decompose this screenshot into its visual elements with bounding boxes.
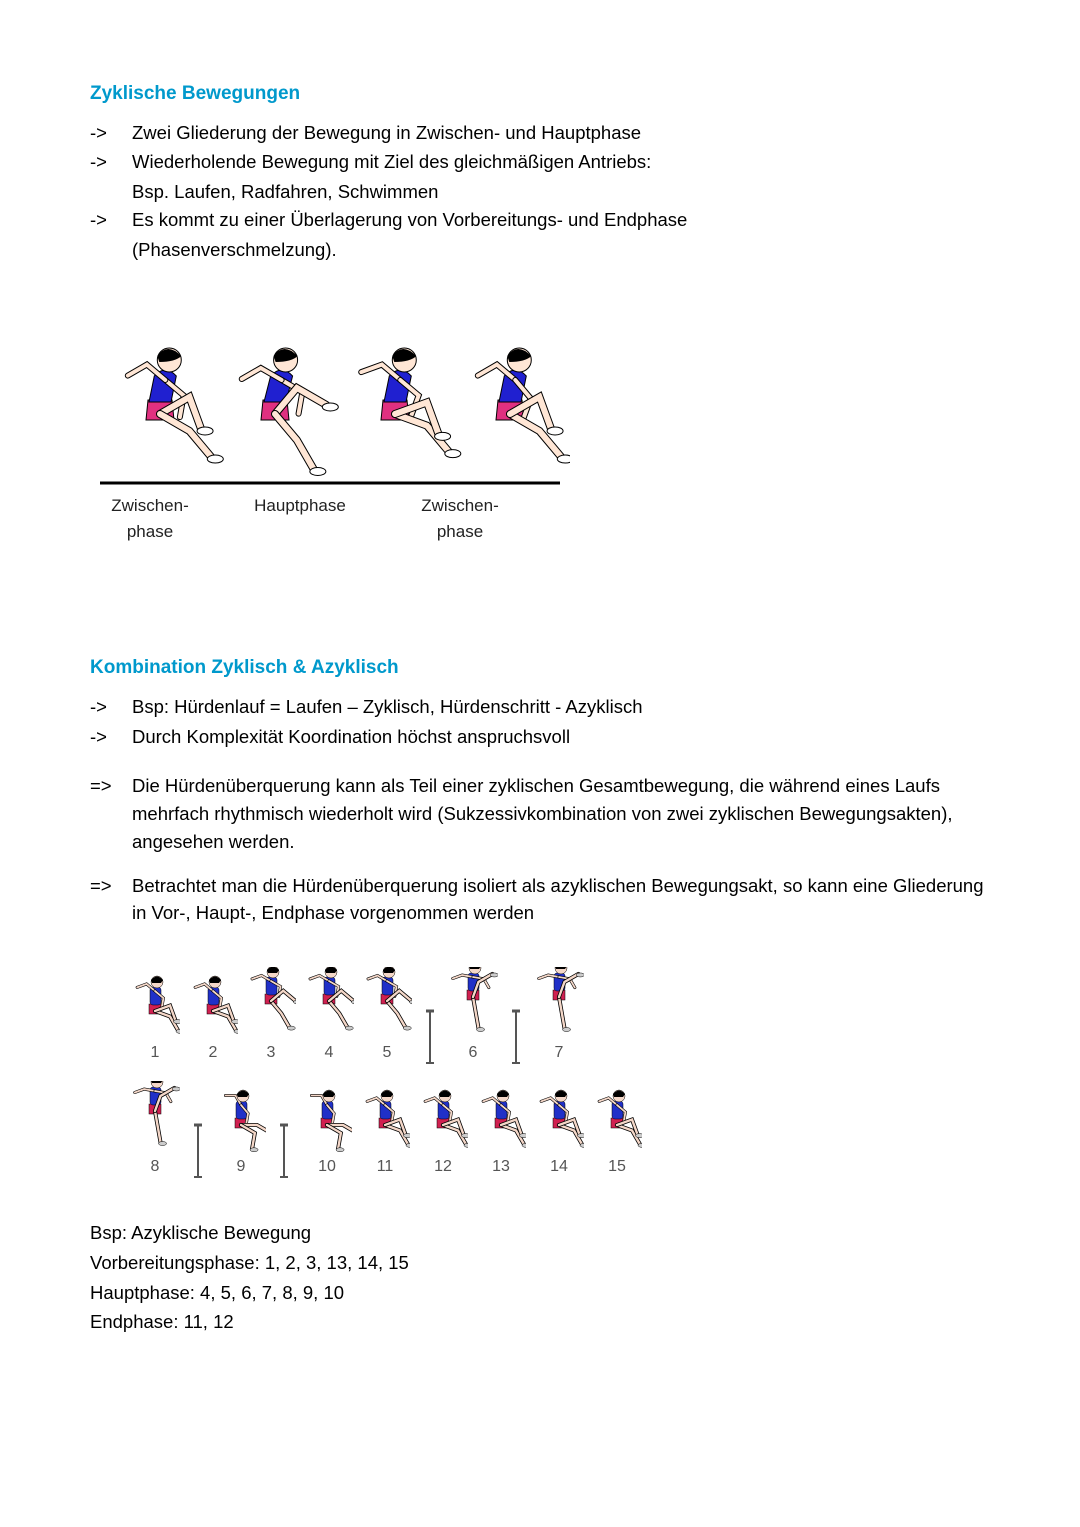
list-item: => Betrachtet man die Hürdenüberquerung …	[90, 872, 990, 928]
figure-hurdle-sequence: 1234567 89101112131415	[130, 967, 990, 1179]
arrow-marker: ->	[90, 148, 132, 176]
list-text: Die Hürdenüberquerung kann als Teil eine…	[132, 772, 990, 855]
frame-number: 5	[383, 1041, 392, 1065]
phase-line: Bsp: Azyklische Bewegung	[90, 1219, 990, 1247]
sequence-frame: 4	[304, 967, 354, 1065]
sequence-frame: 10	[302, 1081, 352, 1179]
sequence-frame: 9	[216, 1081, 266, 1179]
sequence-frame: 12	[418, 1081, 468, 1179]
list-item: -> Es kommt zu einer Überlagerung von Vo…	[90, 206, 990, 234]
list-item: -> Bsp: Hürdenlauf = Laufen – Zyklisch, …	[90, 693, 990, 721]
list-text: Betrachtet man die Hürdenüberquerung iso…	[132, 872, 990, 928]
figure-running-cycle: Zwischen- phase Hauptphase Zwischen- pha…	[90, 303, 990, 544]
sequence-frame: 11	[360, 1081, 410, 1179]
sequence-frame: 14	[534, 1081, 584, 1179]
section2-title: Kombination Zyklisch & Azyklisch	[90, 654, 990, 683]
phase-summary: Bsp: Azyklische Bewegung Vorbereitungsph…	[90, 1219, 990, 1336]
list-text: Es kommt zu einer Überlagerung von Vorbe…	[132, 206, 990, 234]
frame-number: 7	[555, 1041, 564, 1065]
fatarrow-marker: =>	[90, 872, 132, 928]
phase-line: Vorbereitungsphase: 1, 2, 3, 13, 14, 15	[90, 1249, 990, 1277]
section2-listA: -> Bsp: Hürdenlauf = Laufen – Zyklisch, …	[90, 693, 990, 751]
frame-number: 6	[469, 1041, 478, 1065]
phase-line: Hauptphase: 4, 5, 6, 7, 8, 9, 10	[90, 1279, 990, 1307]
list-sub: (Phasenverschmelzung).	[90, 236, 990, 264]
arrow-marker: ->	[90, 693, 132, 721]
arrow-marker: ->	[90, 119, 132, 147]
fig1-label: Zwischen- phase	[90, 493, 210, 544]
sequence-frame: 5	[362, 967, 412, 1065]
sequence-frame: 7	[534, 967, 584, 1065]
frame-number: 8	[151, 1155, 160, 1179]
frame-number: 9	[237, 1155, 246, 1179]
list-text: Bsp: Hürdenlauf = Laufen – Zyklisch, Hür…	[132, 693, 990, 721]
sequence-frame: 2	[188, 967, 238, 1065]
sequence-frame: 3	[246, 967, 296, 1065]
arrow-marker: ->	[90, 206, 132, 234]
frame-number: 11	[377, 1155, 394, 1179]
frame-number: 12	[434, 1155, 452, 1179]
list-item: -> Zwei Gliederung der Bewegung in Zwisc…	[90, 119, 990, 147]
list-sub: Bsp. Laufen, Radfahren, Schwimmen	[90, 178, 990, 206]
section1-title: Zyklische Bewegungen	[90, 80, 990, 109]
sequence-frame: 8	[130, 1081, 180, 1179]
phase-line: Endphase: 11, 12	[90, 1308, 990, 1336]
list-item: => Die Hürdenüberquerung kann als Teil e…	[90, 772, 990, 855]
section1-list: -> Zwei Gliederung der Bewegung in Zwisc…	[90, 119, 990, 264]
frame-number: 3	[267, 1041, 276, 1065]
frame-number: 1	[151, 1041, 160, 1065]
sequence-frame: 13	[476, 1081, 526, 1179]
sequence-frame: 15	[592, 1081, 642, 1179]
list-item: -> Wiederholende Bewegung mit Ziel des g…	[90, 148, 990, 176]
list-text: Zwei Gliederung der Bewegung in Zwischen…	[132, 119, 990, 147]
fatarrow-marker: =>	[90, 772, 132, 855]
sequence-frame: 1	[130, 967, 180, 1065]
list-text: Durch Komplexität Koordination höchst an…	[132, 723, 990, 751]
list-item: -> Durch Komplexität Koordination höchst…	[90, 723, 990, 751]
frame-number: 10	[318, 1155, 336, 1179]
frame-number: 14	[550, 1155, 568, 1179]
fig1-label: Zwischen- phase	[390, 493, 530, 544]
frame-number: 4	[325, 1041, 334, 1065]
frame-number: 13	[492, 1155, 510, 1179]
frame-number: 2	[209, 1041, 218, 1065]
frame-number: 15	[608, 1155, 626, 1179]
sequence-frame: 6	[448, 967, 498, 1065]
list-text: Wiederholende Bewegung mit Ziel des glei…	[132, 148, 990, 176]
arrow-marker: ->	[90, 723, 132, 751]
section2-listB: => Die Hürdenüberquerung kann als Teil e…	[90, 772, 990, 927]
fig1-label: Hauptphase	[210, 493, 390, 544]
